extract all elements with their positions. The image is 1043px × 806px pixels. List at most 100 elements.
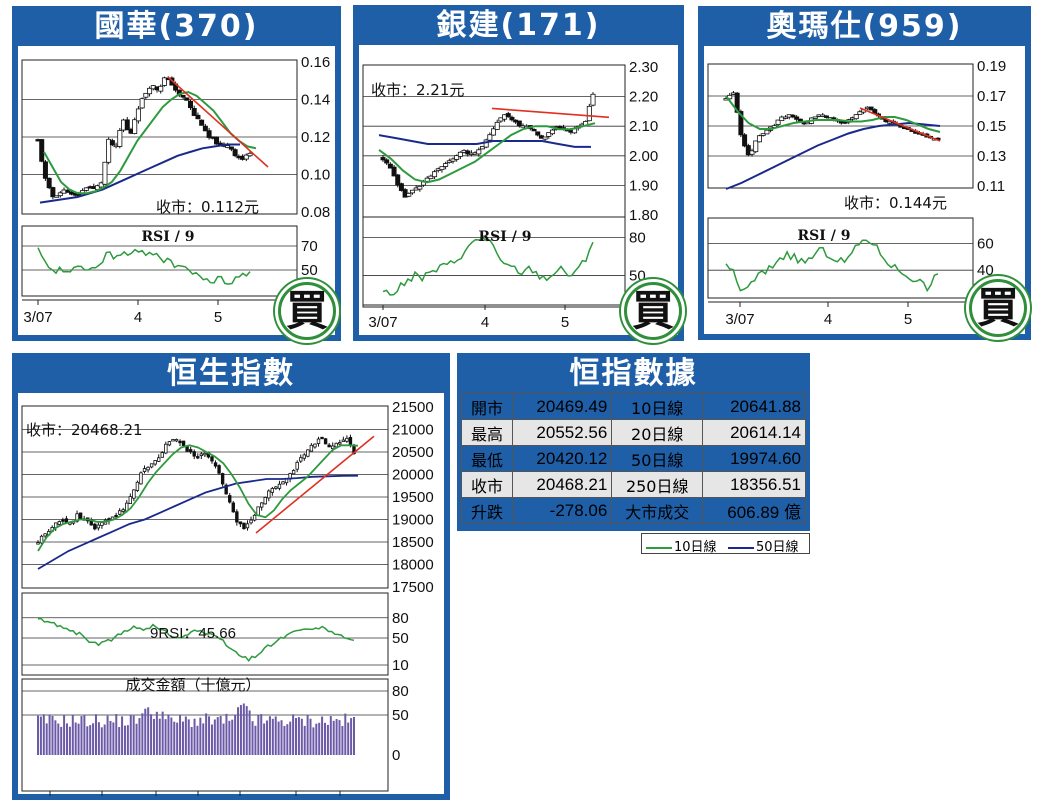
y-tick-label: 2.30 (629, 59, 658, 76)
rsi-tick-label: 50 (301, 262, 318, 279)
candle-body (745, 145, 751, 156)
legend-label: 50日線 (756, 540, 799, 555)
volume-bar (71, 715, 74, 755)
candle-body (542, 136, 548, 140)
volume-bar (77, 723, 80, 755)
ma10-line (37, 444, 359, 552)
volume-bar (239, 705, 242, 755)
stats-table: 開市 20469.49 10日線 20641.88 最高 20552.56 20日線 2061… (461, 393, 806, 524)
volume-bar (147, 707, 150, 755)
candle-body (143, 92, 149, 98)
candle-body (783, 116, 789, 119)
close-label: 收市：0.144元 (844, 194, 947, 212)
volume-bar (150, 714, 153, 755)
stats-label: 大市成交 (611, 497, 704, 524)
candle-body (259, 502, 264, 508)
candle-body (432, 171, 438, 178)
candle-body (180, 94, 186, 98)
rsi-tick-label: 10 (392, 657, 409, 674)
y-tick-label: 19000 (392, 512, 434, 529)
volume-bar (63, 714, 66, 755)
volume-bar (83, 714, 86, 755)
candle-body (224, 484, 228, 495)
candle-body (323, 438, 328, 445)
candle-body (406, 192, 412, 197)
rsi-tick-label: 80 (629, 229, 646, 246)
candle-body (546, 132, 552, 137)
volume-bar (216, 717, 219, 755)
candle-body (158, 85, 164, 92)
volume-bar (173, 721, 176, 755)
volume-bar (176, 722, 179, 755)
candle-body (93, 523, 97, 530)
y-tick-label: 0.16 (301, 54, 330, 71)
candle-body (191, 108, 197, 116)
volume-bar (312, 727, 315, 755)
candle-body (196, 456, 200, 459)
candle-body (330, 445, 335, 450)
volume-bar (208, 716, 211, 755)
trendline (859, 107, 941, 142)
candle-body (39, 139, 45, 162)
volume-bar (74, 722, 77, 755)
stats-label: 250日線 (611, 471, 704, 498)
candle-body (132, 119, 138, 134)
stats-value: 20468.21 (511, 471, 613, 498)
volume-bar (274, 716, 277, 755)
volume-bar (48, 714, 51, 755)
volume-bar (167, 714, 170, 755)
candle-body (243, 154, 249, 160)
close-label: 收市：2.21元 (371, 81, 464, 99)
candle-body (775, 119, 781, 125)
volume-bar (213, 719, 216, 755)
y-tick-label: 0.08 (301, 204, 330, 221)
stats-label: 20日線 (611, 419, 704, 446)
y-tick-label: 0.12 (301, 129, 330, 146)
volume-bar (193, 718, 196, 755)
candle-body (277, 483, 282, 489)
ma50-line (725, 121, 941, 190)
candle-body (853, 114, 859, 120)
candle-body (149, 463, 154, 468)
volume-bar (135, 723, 138, 755)
turnover-tick-label: 0 (392, 747, 400, 764)
ma50-line (37, 474, 359, 570)
trendline (167, 76, 269, 168)
candle-body (161, 77, 167, 86)
volume-bar (190, 726, 193, 755)
chart-171: 2.302.202.102.001.901.80收市：2.21元8050RSI … (362, 59, 658, 331)
candle-body (121, 509, 125, 512)
candle-body (263, 497, 267, 505)
candle-body (756, 135, 762, 143)
candle-body (185, 446, 189, 452)
x-tick-label: 4 (481, 314, 489, 331)
x-tick-label: 5 (561, 314, 569, 331)
y-tick-label: 0.17 (977, 88, 1006, 105)
candle-body (214, 136, 220, 145)
volume-bar (257, 715, 260, 755)
candle-body (184, 97, 190, 101)
candle-body (450, 158, 456, 162)
buy-badge: 買 (621, 279, 685, 343)
candle-body (749, 150, 755, 155)
candle-body (738, 111, 744, 136)
candle-body (202, 125, 208, 132)
x-tick-label: 4 (134, 309, 142, 326)
candle-body (61, 519, 65, 522)
candle-body (139, 472, 143, 485)
stats-label: 最低 (461, 445, 513, 472)
candle-body (341, 439, 346, 442)
buy-badge: 買 (275, 279, 339, 343)
candle-body (228, 495, 232, 503)
chart-panel-hsi: 恒生指數 21500 21000 20500 20000 19500 19000 18500… (12, 353, 450, 800)
candle-body (334, 442, 338, 448)
candle-body (306, 449, 310, 457)
x-tick-label: 5 (214, 309, 222, 326)
candle-body (299, 457, 303, 462)
trendline (491, 107, 610, 119)
candle-body (46, 177, 52, 189)
volume-bar (245, 706, 248, 755)
candle-body (50, 187, 56, 198)
candle-body (868, 106, 874, 111)
volume-bar (277, 721, 280, 755)
